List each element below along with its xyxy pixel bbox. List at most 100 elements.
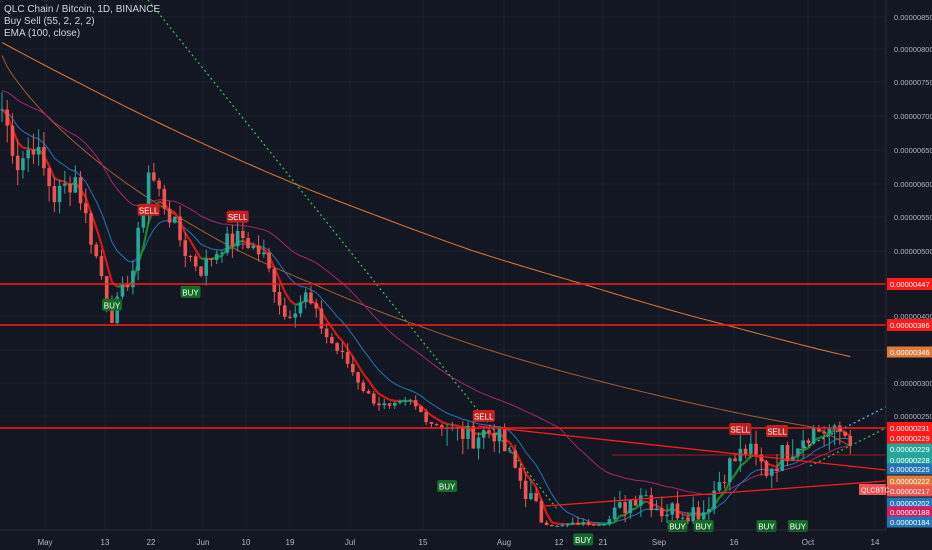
candle-body <box>246 238 250 249</box>
candle-body <box>5 109 10 126</box>
candle-body <box>691 507 695 522</box>
candle-body <box>303 292 308 303</box>
candle-body <box>806 440 811 443</box>
x-tick-label: 19 <box>286 538 295 547</box>
signal-line-segment <box>446 422 453 427</box>
candle-body <box>36 146 41 155</box>
candle-body <box>371 393 376 404</box>
candle-body <box>623 502 627 514</box>
candle-body <box>565 524 570 526</box>
candle-body <box>680 517 685 519</box>
candle-body <box>157 180 161 189</box>
candle-body <box>167 208 172 223</box>
price-tag-label: 0.00000222 <box>890 477 930 486</box>
candle-body <box>57 185 62 203</box>
candle-body <box>471 425 476 449</box>
signal-tag-bg <box>437 480 458 492</box>
candle-body <box>52 186 57 203</box>
candle-body <box>785 445 790 462</box>
signal-line-segment <box>351 356 360 366</box>
signal-line-segment <box>105 262 114 283</box>
candle-body <box>675 503 680 519</box>
signal-line-segment <box>378 392 385 398</box>
y-tick-label: 0.00000850 <box>894 13 932 22</box>
signal-line-segment <box>508 442 517 452</box>
ema-100-line <box>1 55 851 447</box>
candle-body <box>539 500 544 523</box>
candle-body <box>262 252 266 255</box>
candle-body <box>152 172 156 181</box>
candle-body <box>764 461 769 476</box>
candle-body <box>298 302 303 314</box>
signal-tag-sell: SELL <box>228 213 248 222</box>
signal-tag-buy: BUY <box>182 288 199 297</box>
candle-body <box>146 172 151 211</box>
y-tick-label: 0.00000400 <box>894 312 932 321</box>
signal-line-segment <box>336 334 344 342</box>
y-tick-label: 0.00000750 <box>894 78 932 87</box>
signal-line-segment <box>425 410 433 417</box>
legend-symbol: QLC Chain / Bitcoin, 1D, BINANCE <box>4 4 161 15</box>
candle-body <box>508 450 512 452</box>
x-tick-label: 10 <box>242 538 251 547</box>
candle-body <box>769 468 774 476</box>
ticker-tag-bg <box>859 484 886 495</box>
x-tick-label: Sep <box>652 538 667 547</box>
ema-long-line <box>1 42 851 358</box>
signal-line-segment <box>84 197 93 214</box>
price-tag-label: 0.00000188 <box>890 508 930 517</box>
y-tick-label: 0.00000700 <box>894 112 932 121</box>
candle-body <box>419 406 423 413</box>
candle-body <box>178 216 182 241</box>
signal-tag-buy: BUY <box>669 523 686 532</box>
price-tag-bg <box>887 485 932 497</box>
x-tick-label: Jun <box>197 538 210 547</box>
price-tag-bg <box>887 475 932 487</box>
candle-body <box>560 525 565 527</box>
signal-line-segment <box>16 141 24 149</box>
signal-line-segment <box>441 420 448 425</box>
candle-body <box>654 508 659 511</box>
candle-body <box>440 425 444 429</box>
price-tag-bg <box>887 463 932 475</box>
candle-body <box>351 363 355 373</box>
legend-ema: EMA (100, close) <box>4 28 81 39</box>
candle-body <box>591 524 596 526</box>
candle-body <box>0 109 4 111</box>
signal-tag-bg <box>787 520 808 532</box>
candle-body <box>68 183 72 193</box>
candle-body <box>843 431 847 436</box>
candle-body <box>597 524 601 526</box>
level-tag-bg <box>887 278 932 290</box>
x-tick-label: 21 <box>599 538 608 547</box>
signal-tag-buy: BUY <box>758 523 775 532</box>
signal-line-segment <box>519 460 527 475</box>
signal-line-segment <box>529 479 537 488</box>
price-tag-bg <box>887 497 932 509</box>
candle-body <box>319 308 324 329</box>
candle-body <box>811 427 816 443</box>
signal-tag-sell: SELL <box>474 413 494 422</box>
candle-body <box>518 467 523 481</box>
signal-tag-bg <box>756 520 777 532</box>
candle-body <box>801 440 805 449</box>
candle-body <box>26 149 30 159</box>
candle-body <box>476 437 481 449</box>
candle-body <box>602 524 606 526</box>
signal-tag-buy: BUY <box>575 536 592 545</box>
candle-body <box>513 450 517 468</box>
signal-line-segment <box>100 244 108 264</box>
signal-tag-bg <box>226 210 249 223</box>
candle-body <box>424 412 428 423</box>
signal-line-segment <box>551 521 558 525</box>
signal-tag-sell: SELL <box>139 206 159 215</box>
signal-line-segment <box>818 435 825 439</box>
candle-body <box>722 482 727 484</box>
signal-tag-sell: SELL <box>731 426 751 435</box>
candle-body <box>759 454 764 462</box>
candle-body <box>743 448 748 455</box>
price-tag-label: 0.00000228 <box>890 456 930 465</box>
candle-body <box>162 188 167 209</box>
candle-body <box>324 328 329 338</box>
